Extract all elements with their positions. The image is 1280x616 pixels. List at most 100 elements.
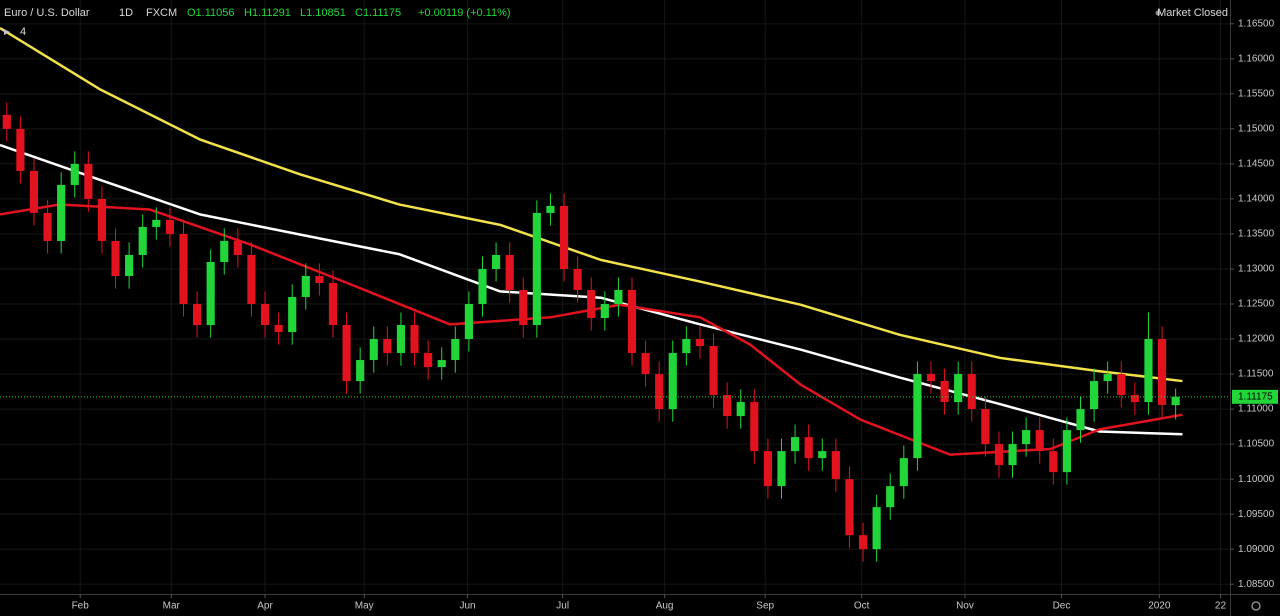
candle-body <box>152 219 161 227</box>
candle-body <box>274 325 283 333</box>
candle-body <box>858 535 868 550</box>
candle-body <box>97 198 107 241</box>
y-tick-label: 1.14000 <box>1238 194 1275 205</box>
candle-body <box>424 353 433 368</box>
candle-body <box>791 437 800 452</box>
candle-body <box>655 374 664 410</box>
moving-average-line <box>0 26 1183 383</box>
candle-body <box>954 374 963 403</box>
candle-body <box>1171 396 1180 406</box>
candle-body <box>967 374 976 410</box>
candle-body <box>165 219 174 234</box>
candle-body <box>369 339 378 361</box>
low-value: L1.10851 <box>300 7 346 19</box>
candle-body <box>614 289 623 305</box>
settings-icon[interactable] <box>1251 601 1261 611</box>
candle-body <box>179 233 188 305</box>
y-tick-label: 1.08500 <box>1238 579 1275 590</box>
candle-body <box>818 451 827 459</box>
candle-body <box>111 240 120 276</box>
candle-body <box>872 507 881 550</box>
candle-body <box>1103 374 1112 382</box>
candle-body <box>926 374 936 382</box>
candle-body <box>546 205 555 213</box>
y-tick-label: 1.12500 <box>1238 299 1275 310</box>
candle-body <box>723 395 732 417</box>
last-price-label: 1.11175 <box>1238 391 1273 402</box>
last-price-badge <box>1232 389 1278 404</box>
candle-body <box>831 451 840 480</box>
candle-body <box>410 325 419 354</box>
y-tick-label: 1.13000 <box>1238 264 1275 275</box>
candle-body <box>1022 430 1031 445</box>
y-tick-label: 1.16500 <box>1238 18 1275 29</box>
interval: 1D <box>119 7 133 19</box>
candle-body <box>994 444 1004 466</box>
candle-body <box>1090 381 1099 410</box>
candle-body <box>668 353 677 410</box>
close-value: C1.11175 <box>355 7 401 19</box>
candle-body <box>736 402 745 417</box>
moving-average-line <box>0 143 1183 436</box>
candle-body <box>1049 451 1058 473</box>
candle-body <box>845 479 854 536</box>
candle-body <box>206 261 215 326</box>
candle-body <box>192 304 202 326</box>
candle-body <box>396 325 406 354</box>
candle-body <box>492 254 501 269</box>
x-tick-label: Nov <box>956 601 974 612</box>
axes: 1.08500 1.09000 1.09500 1.10000 1.10500 1.110… <box>72 18 1278 612</box>
indicator-toggle[interactable] <box>4 29 10 35</box>
candle-body <box>750 402 759 452</box>
candle-body <box>464 304 473 340</box>
candle-body <box>125 254 134 276</box>
x-tick-label: Jul <box>556 601 569 612</box>
indicator-count[interactable]: 4 <box>20 26 26 38</box>
candle-body <box>342 325 351 382</box>
candle-body <box>532 212 541 326</box>
candle-body <box>288 297 297 333</box>
y-tick-label: 1.15500 <box>1238 89 1275 100</box>
candle-body <box>84 163 93 199</box>
market-status: Market Closed <box>1157 7 1228 19</box>
candle-body <box>981 409 990 445</box>
candle-body <box>138 226 147 255</box>
x-tick-label: 2020 <box>1148 601 1171 612</box>
candle-body <box>627 289 637 354</box>
candle-body <box>1076 409 1085 431</box>
candle-body <box>1144 339 1153 403</box>
x-tick-label: Dec <box>1053 601 1071 612</box>
open-value: O1.11056 <box>187 7 235 19</box>
candle-body <box>1035 430 1044 452</box>
y-tick-label: 1.10500 <box>1238 439 1275 450</box>
candle-body <box>763 451 772 487</box>
y-tick-label: 1.09500 <box>1238 509 1275 520</box>
candle-body <box>70 163 79 185</box>
grid <box>0 0 1230 594</box>
candle-body <box>1157 339 1167 405</box>
candle-body <box>29 170 39 213</box>
candle-body <box>478 268 487 305</box>
symbol: Euro / U.S. Dollar <box>4 7 90 19</box>
candle-body <box>1062 430 1071 473</box>
candle-body <box>777 451 786 487</box>
candle-body <box>2 114 11 129</box>
x-tick-label: Jun <box>459 601 475 612</box>
x-tick-label: Apr <box>257 601 273 612</box>
x-tick-label: May <box>355 601 374 612</box>
y-tick-label: 1.09000 <box>1238 544 1275 555</box>
candle-body <box>220 240 229 262</box>
candle-body <box>913 374 922 459</box>
candle-body <box>641 353 650 375</box>
candle-body <box>247 254 256 305</box>
candles <box>0 102 1230 562</box>
x-tick-label: 22 <box>1215 601 1227 612</box>
source: FXCM <box>146 7 177 19</box>
candle-body <box>940 381 949 403</box>
candle-body <box>301 275 310 297</box>
candle-body <box>383 339 392 354</box>
candle-body <box>709 346 718 396</box>
candle-body <box>1008 444 1017 466</box>
